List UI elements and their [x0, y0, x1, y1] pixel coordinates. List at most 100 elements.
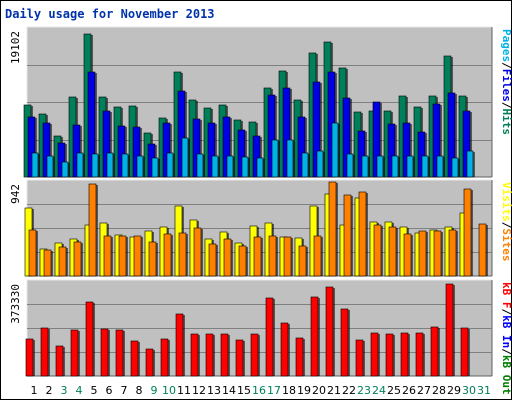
bar-pages [196, 153, 204, 178]
bar-pages [106, 152, 114, 178]
bar-pages [361, 155, 369, 178]
bar-pages [91, 153, 99, 178]
bar-sites [28, 229, 37, 277]
bar-pages [181, 137, 189, 178]
day-label: 16 [252, 384, 266, 397]
bar-files [432, 103, 441, 178]
bar-sites [478, 223, 487, 277]
legend-entry: / [500, 62, 512, 69]
day-label: 24 [372, 384, 386, 397]
bar-files [297, 116, 306, 178]
bar-sites [463, 188, 472, 277]
bar-sites [133, 235, 142, 277]
bar-files [267, 94, 276, 178]
bar-pages [76, 152, 84, 178]
bar-files [57, 142, 66, 178]
bar-files [27, 116, 36, 178]
bar-sites [148, 241, 157, 277]
bar-kb-f [370, 332, 379, 377]
bar-files [342, 97, 351, 178]
day-label: 9 [151, 384, 158, 397]
day-label: 10 [162, 384, 176, 397]
bar-sites [268, 235, 277, 277]
bar-sites [73, 241, 82, 277]
bar-files [177, 90, 186, 178]
bar-sites [283, 236, 292, 277]
day-label: 21 [327, 384, 341, 397]
chart-title: Daily usage for November 2013 [5, 7, 215, 21]
bar-pages [331, 122, 339, 178]
bar-pages [391, 155, 399, 178]
bar-kb-f [205, 333, 214, 377]
legend-entry: / [500, 102, 512, 109]
day-label: 20 [312, 384, 326, 397]
bar-files [102, 110, 111, 178]
day-label: 18 [282, 384, 296, 397]
day-label: 8 [136, 384, 143, 397]
bar-sites [178, 232, 187, 277]
bar-files [462, 110, 471, 178]
bar-sites [358, 191, 367, 277]
legend-entry: Hits [500, 109, 512, 136]
day-label: 23 [357, 384, 371, 397]
bar-kb-f [190, 333, 199, 377]
bar-kb-f [280, 322, 289, 377]
bar-kb-f [160, 338, 169, 377]
legend-entry: Files [500, 69, 512, 102]
bar-pages [166, 152, 174, 178]
legend-entry: / [500, 348, 512, 355]
bar-kb-f [115, 329, 124, 377]
bar-sites [403, 233, 412, 277]
bar-pages [271, 139, 279, 178]
bar-kb-f [415, 332, 424, 377]
bar-files [162, 122, 171, 178]
bar-files [42, 122, 51, 178]
bar-files [387, 123, 396, 178]
day-label: 3 [61, 384, 68, 397]
bar-sites [373, 224, 382, 277]
bar-pages [316, 150, 324, 178]
bar-pages [376, 155, 384, 178]
day-label: 31 [477, 384, 491, 397]
bar-kb-f [85, 301, 94, 377]
legend-entry: Visits [500, 182, 512, 222]
bar-pages [466, 150, 474, 178]
bar-pages [346, 153, 354, 178]
bar-pages [301, 152, 309, 178]
bar-sites [43, 249, 52, 277]
bar-kb-f [340, 308, 349, 377]
bar-files [282, 87, 291, 178]
bar-files [312, 81, 321, 178]
day-label: 17 [267, 384, 281, 397]
bar-sites [193, 227, 202, 277]
bar-sites [238, 245, 247, 277]
day-label: 22 [342, 384, 356, 397]
bar-kb-f [400, 332, 409, 377]
day-label: 2 [46, 384, 53, 397]
bar-sites [418, 230, 427, 277]
bar-sites [253, 236, 262, 277]
day-label: 4 [76, 384, 83, 397]
day-label: 27 [417, 384, 431, 397]
day-label: 13 [207, 384, 221, 397]
bar-kb-f [430, 326, 439, 377]
legend-entry: kB In [500, 315, 512, 348]
day-label: 15 [237, 384, 251, 397]
bar-kb-f [355, 339, 364, 377]
legend-entry: Sites [500, 228, 512, 261]
day-label: 11 [177, 384, 191, 397]
bar-sites [433, 230, 442, 277]
day-label: 6 [106, 384, 113, 397]
bar-sites [88, 183, 97, 277]
bar-kb-f [325, 286, 334, 377]
day-label: 26 [402, 384, 416, 397]
bar-files [402, 122, 411, 178]
legend-entry: kB Out [500, 355, 512, 395]
y-max-label-bottom: 373330 [9, 284, 22, 324]
bar-files [192, 118, 201, 178]
bar-files [357, 130, 366, 178]
bar-kb-f [265, 297, 274, 377]
bar-kb-f [100, 328, 109, 377]
day-label: 25 [387, 384, 401, 397]
bar-sites [448, 229, 457, 277]
